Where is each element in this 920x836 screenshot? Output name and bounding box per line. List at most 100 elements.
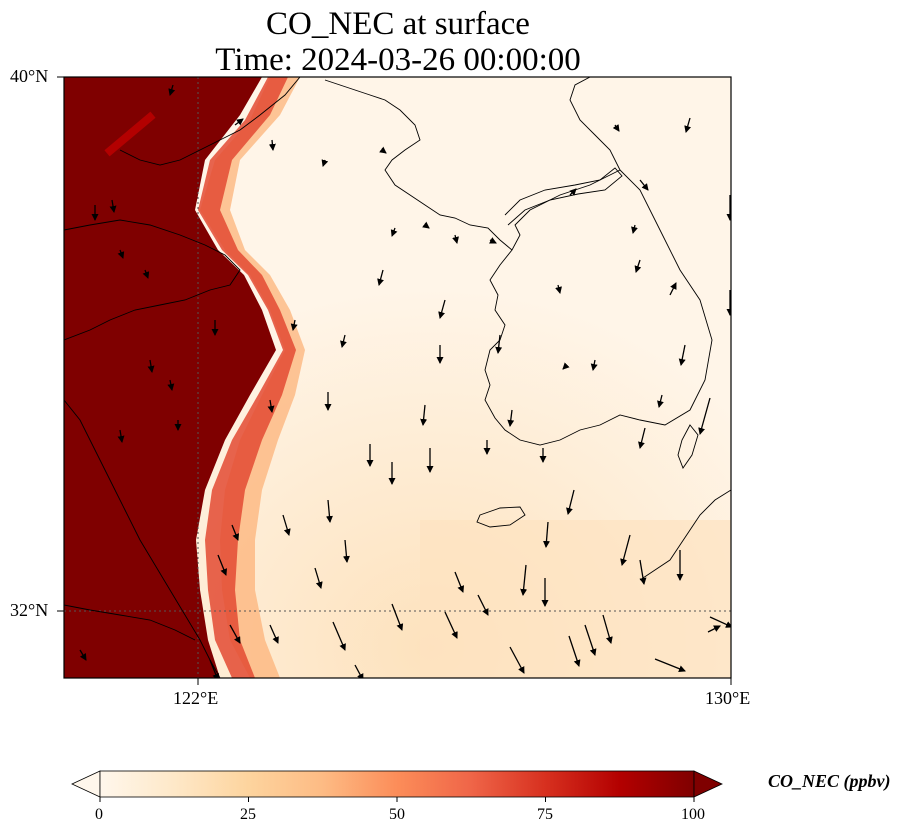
concentration-field-high <box>64 77 276 678</box>
wind-vector <box>314 567 323 589</box>
wind-vector <box>444 611 458 639</box>
map-frame <box>63 76 732 679</box>
wind-vector <box>379 146 387 154</box>
wind-vector <box>168 84 176 96</box>
wind-vector <box>268 139 276 151</box>
wind-vector <box>377 269 384 286</box>
wind-vector <box>489 237 497 244</box>
colorbar-extend-max <box>693 770 723 798</box>
lon-label-130e: 130°E <box>705 688 751 708</box>
colorbar-ticklabel-100: 100 <box>681 806 705 823</box>
wind-vector <box>612 124 620 132</box>
coastline-dmz <box>504 167 623 226</box>
wind-vector <box>507 409 515 427</box>
wind-vector <box>147 359 155 373</box>
coastline-northeast <box>569 77 621 171</box>
wind-vector <box>282 514 291 536</box>
wind-vector <box>321 159 329 167</box>
wind-vector <box>391 603 404 631</box>
coastline-jeju <box>476 506 526 528</box>
wind-vector <box>142 269 150 279</box>
wind-vector <box>566 489 575 515</box>
wind-vector <box>438 299 446 319</box>
wind-vector <box>229 624 241 644</box>
wind-vector <box>634 259 642 273</box>
wind-vector <box>631 224 638 234</box>
coastline-liaodong <box>119 77 301 166</box>
wind-vector <box>639 559 647 585</box>
wind-vector <box>520 564 528 596</box>
wind-vector <box>332 621 346 651</box>
wind-vector <box>420 404 428 426</box>
wind-vector <box>669 282 677 296</box>
wind-vector <box>509 646 525 674</box>
concentration-field-mid <box>198 77 296 678</box>
wind-vector <box>709 616 731 628</box>
wind-vector <box>678 344 686 366</box>
wind-vector <box>454 571 465 593</box>
wind-vector <box>562 362 570 370</box>
wind-vector <box>602 614 613 644</box>
wind-vector <box>209 659 220 678</box>
wind-vector <box>555 284 562 294</box>
wind-vector <box>495 334 503 354</box>
wind-vector <box>584 624 597 656</box>
wind-vector <box>234 118 244 126</box>
colorbar-ticklabel-0: 0 <box>95 806 103 823</box>
wind-vector <box>231 524 240 541</box>
wind-vector <box>325 499 333 523</box>
coastline-shandong <box>64 219 241 341</box>
wind-vector <box>568 635 581 667</box>
wind-vector <box>542 521 550 548</box>
wind-vector-field <box>79 84 731 678</box>
wind-vector <box>79 649 87 661</box>
colorbar-gradient <box>99 770 695 798</box>
coastline-jiangsu <box>64 399 221 678</box>
wind-vector <box>290 319 298 331</box>
lon-label-122e: 122°E <box>173 688 219 708</box>
wind-vector <box>269 624 279 644</box>
coastline-korean-peninsula <box>484 169 713 446</box>
wind-vector <box>698 397 711 435</box>
wind-vector <box>638 427 646 449</box>
wind-vector <box>422 221 430 229</box>
wind-vector <box>167 379 175 391</box>
coastline-yangtze <box>64 604 196 641</box>
colorbar <box>71 770 723 802</box>
colorbar-label: CO_NEC (ppbv) <box>768 771 891 791</box>
lat-label-32n: 32°N <box>10 600 49 620</box>
colorbar-ticklabel-25: 25 <box>240 806 256 823</box>
wind-vector <box>217 554 228 576</box>
colorbar-ticklabel-50: 50 <box>389 806 405 823</box>
colorbar-extend-min <box>71 770 101 798</box>
wind-vector <box>654 658 686 673</box>
wind-vector <box>707 625 721 633</box>
wind-vector <box>620 534 631 566</box>
wind-vector <box>340 334 347 348</box>
map-title-line1: CO_NEC at surface <box>266 6 530 42</box>
wind-vector <box>117 429 125 443</box>
wind-vector <box>342 539 350 563</box>
wind-vector <box>267 399 275 413</box>
map-plot-area <box>64 77 731 678</box>
coastline-north-korea-west <box>324 79 513 251</box>
colorbar-ticklabel-75: 75 <box>537 806 553 823</box>
wind-vector <box>590 359 598 371</box>
wind-vector <box>477 594 489 616</box>
wind-vector <box>390 227 398 237</box>
coastline-japan <box>639 489 731 581</box>
concentration-field-south <box>420 520 731 678</box>
concentration-streak <box>104 111 156 157</box>
wind-vector <box>569 188 577 196</box>
lat-label-40n: 40°N <box>10 66 49 86</box>
coastlines <box>64 77 731 678</box>
wind-vector <box>657 394 664 408</box>
wind-vector <box>117 249 125 259</box>
coastline-tsushima <box>677 424 699 469</box>
wind-vector <box>639 179 649 191</box>
wind-vector <box>684 117 692 133</box>
map-title-line2: Time: 2024-03-26 00:00:00 <box>215 42 581 78</box>
wind-vector <box>452 234 459 244</box>
wind-vector <box>109 199 117 213</box>
